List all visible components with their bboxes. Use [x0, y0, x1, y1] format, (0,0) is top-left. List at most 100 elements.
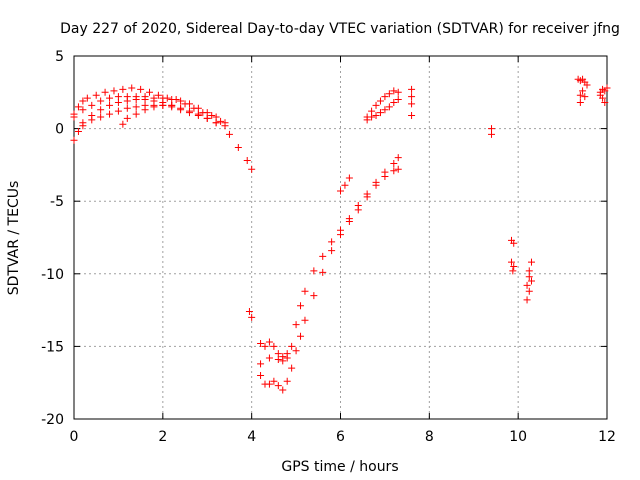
data-point [509, 267, 517, 275]
data-point [245, 308, 253, 316]
data-point [328, 247, 336, 255]
data-point [292, 321, 300, 329]
data-point [381, 106, 389, 114]
data-point [270, 377, 278, 385]
data-point [527, 277, 535, 285]
series-track-q [574, 75, 591, 106]
series-track-f [245, 308, 256, 321]
data-point [288, 364, 296, 372]
data-point [581, 93, 589, 101]
data-point [376, 97, 384, 105]
data-point [132, 103, 140, 111]
data-point [390, 98, 398, 106]
data-point [159, 94, 167, 102]
data-point [177, 106, 185, 114]
data-point [70, 136, 78, 144]
data-point [525, 287, 533, 295]
x-tick-label: 8 [425, 429, 434, 445]
data-point [292, 347, 300, 355]
data-point [79, 106, 87, 114]
data-point [579, 87, 587, 95]
data-point [154, 91, 162, 99]
data-point [381, 173, 389, 181]
data-point [510, 239, 518, 247]
data-point [408, 93, 416, 101]
data-point [194, 112, 202, 120]
y-tick-label: 5 [55, 49, 64, 65]
data-point [248, 165, 256, 173]
data-point [234, 143, 242, 151]
data-point [368, 113, 376, 121]
chart-title: Day 227 of 2020, Sidereal Day-to-day VTE… [60, 21, 620, 37]
data-point [525, 273, 533, 281]
plot-frame [73, 55, 608, 420]
data-point [150, 103, 158, 111]
series-track-o [508, 236, 518, 275]
data-point [390, 159, 398, 167]
data-point [225, 130, 233, 138]
y-tick-label: 0 [55, 122, 64, 138]
series-track-d [70, 93, 229, 127]
data-point [390, 167, 398, 175]
x-tick-label: 0 [70, 429, 79, 445]
data-point [376, 109, 384, 117]
data-point [363, 116, 371, 124]
data-point [208, 112, 216, 120]
data-point [212, 113, 220, 121]
data-point [408, 100, 416, 108]
data-point [101, 88, 109, 96]
data-point [310, 267, 318, 275]
data-point [394, 88, 402, 96]
data-point [114, 107, 122, 115]
series-track-r [596, 84, 611, 106]
data-point [119, 120, 127, 128]
data-point [488, 130, 496, 138]
data-point [79, 97, 87, 105]
data-point [119, 85, 127, 93]
series-track-h [257, 165, 402, 394]
x-tick-label: 4 [247, 429, 256, 445]
data-point [132, 93, 140, 101]
data-point [576, 98, 584, 106]
data-point [203, 109, 211, 117]
data-point [345, 174, 353, 182]
series-track-p [523, 258, 535, 304]
data-point [523, 281, 531, 289]
series-track-i [257, 354, 291, 368]
data-point [221, 119, 229, 127]
data-point [576, 91, 584, 99]
data-point [217, 117, 225, 125]
data-point [74, 128, 82, 136]
data-point [83, 94, 91, 102]
data-point [248, 313, 256, 321]
y-tick-label: -5 [50, 194, 64, 210]
data-point [288, 342, 296, 350]
data-point [88, 116, 96, 124]
data-point [265, 338, 273, 346]
data-point [408, 85, 416, 93]
data-point [123, 93, 131, 101]
data-point [194, 104, 202, 112]
data-point [114, 93, 122, 101]
x-tick-label: 2 [158, 429, 167, 445]
data-point [185, 100, 193, 108]
series-track-l [363, 96, 402, 124]
series-track-n [488, 125, 496, 138]
data-point [168, 101, 176, 109]
data-point [381, 93, 389, 101]
y-axis-label: SDTVAR / TECUs [6, 181, 22, 296]
x-tick-label: 6 [336, 429, 345, 445]
data-point [137, 85, 145, 93]
data-point [301, 287, 309, 295]
data-point [337, 231, 344, 239]
data-points [70, 75, 611, 394]
data-point [257, 371, 265, 379]
data-point [372, 112, 380, 120]
data-point [297, 302, 305, 310]
data-point [319, 252, 327, 260]
data-point [390, 87, 398, 95]
data-point [274, 355, 282, 363]
data-point [372, 181, 380, 189]
series-track-e [119, 101, 176, 128]
data-point [123, 104, 131, 112]
